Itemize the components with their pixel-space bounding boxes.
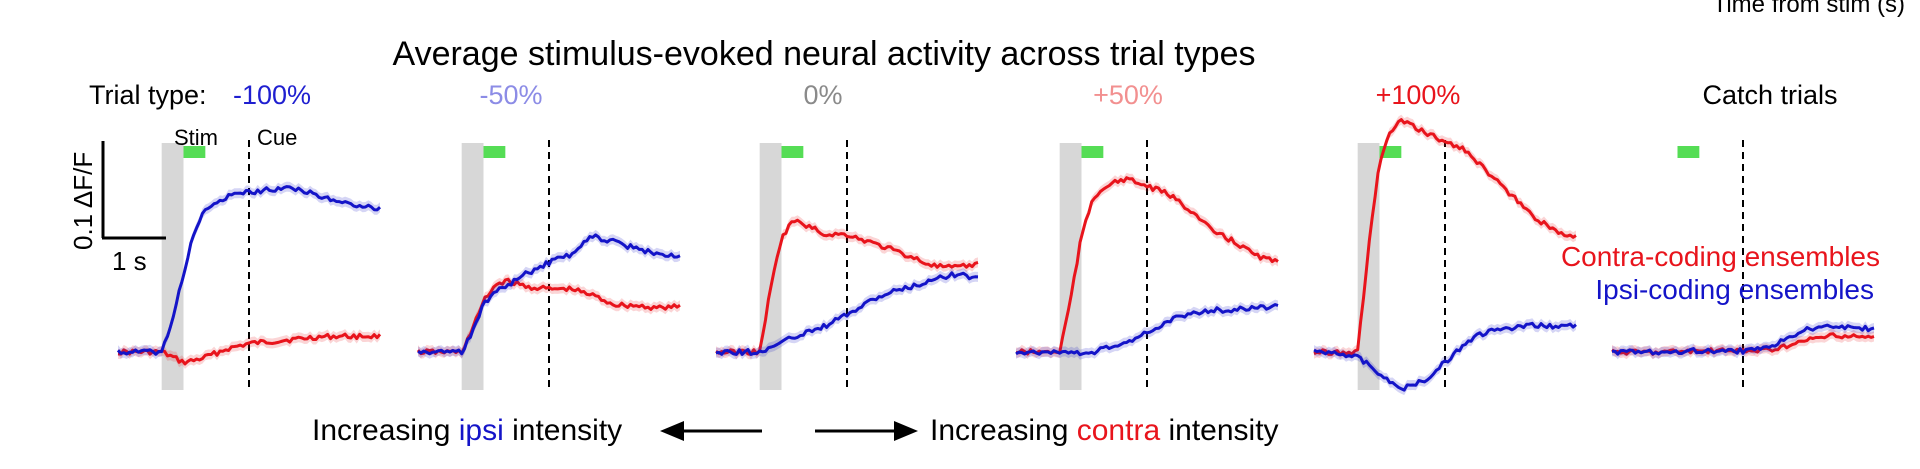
cue-bar [183,146,206,158]
panel-1: -100% [116,80,382,392]
panel-5: +100% [1313,80,1577,396]
arrow-right-head [894,421,918,441]
corner-text: Time from stim (s) [1713,0,1905,18]
panels: -100% -50% 0% +50% +100% Catch trials [116,80,1875,396]
scale-bar-y-label: 0.1 ΔF/F [68,152,98,250]
arrow-right-pre: Increasing [930,414,1077,447]
legend-ipsi: Ipsi-coding ensembles [1595,274,1874,305]
series-band-contra [418,274,680,359]
series-line-ipsi [1313,321,1577,392]
series-line-contra [1313,118,1577,356]
series-line-ipsi [1015,303,1279,357]
cue-bar [483,146,506,158]
legend: Contra-coding ensembles Ipsi-coding ense… [1561,241,1880,305]
series-line-ipsi [1612,323,1875,356]
stim-window [461,143,484,390]
arrow-left-pre: Increasing [312,414,459,447]
figure-title: Average stimulus-evoked neural activity … [393,35,1256,73]
panel-6: Catch trials [1611,80,1875,392]
arrow-left-head [660,421,684,441]
series-line-ipsi [417,233,681,356]
arrow-right-post: intensity [1160,414,1278,447]
series-line-ipsi [116,185,382,356]
cue-bar [781,146,804,158]
series-band-ipsi [1016,299,1278,360]
series-band-ipsi [716,267,978,360]
panel-2: -50% [416,80,681,392]
arrow-left-key: ipsi [459,414,504,447]
series-line-ipsi [715,271,979,356]
legend-contra: Contra-coding ensembles [1561,241,1880,272]
panel-4: +50% [1015,80,1279,392]
panel-header: -100% [233,80,311,110]
cue-bar [1081,146,1104,158]
scale-bar: 0.1 ΔF/F 1 s [68,141,166,276]
arrow-left-caption: Increasing ipsi intensity [312,414,622,447]
panel-header: +50% [1093,80,1163,110]
arrow-right-caption: Increasing contra intensity [930,414,1279,447]
cue-label: Cue [257,125,297,150]
stim-label: Stim [174,125,218,150]
trial-type-prefix: Trial type: [89,80,207,110]
stim-window [161,143,184,390]
panel-header: Catch trials [1702,80,1837,110]
panel-3: 0% [715,80,979,392]
panel-header: 0% [803,80,842,110]
arrow-right-group: Increasing contra intensity [815,414,1279,447]
cue-bar [1677,146,1700,158]
arrow-left-post: intensity [504,414,622,447]
scale-bar-x-label: 1 s [112,246,147,276]
arrow-right-key: contra [1077,414,1161,447]
arrow-left-group: Increasing ipsi intensity [312,414,762,447]
panel-header: -50% [479,80,542,110]
panel-header: +100% [1376,80,1461,110]
